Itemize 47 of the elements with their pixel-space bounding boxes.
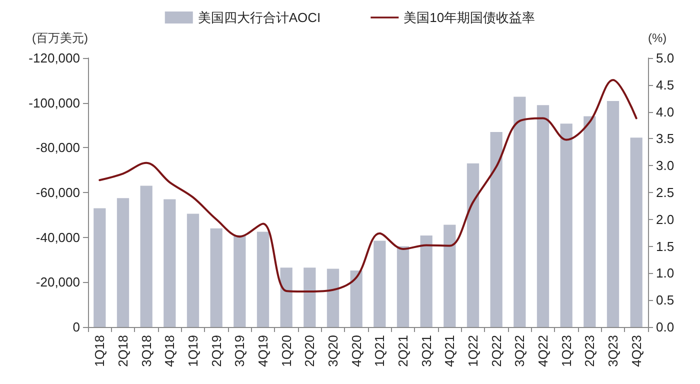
legend-label: 美国10年期国债收益率 xyxy=(404,10,536,25)
y-tick-label: -40,000 xyxy=(36,230,80,245)
y-tick-label: -20,000 xyxy=(36,274,80,290)
y-axis-title: (百万美元) xyxy=(32,31,88,45)
y2-tick-label: 5.0 xyxy=(656,50,674,66)
y2-tick-label: 2.0 xyxy=(656,212,674,227)
x-tick-label: 4Q22 xyxy=(536,335,550,367)
x-tick-label: 2Q18 xyxy=(116,335,130,367)
x-tick-label: 3Q19 xyxy=(232,335,248,367)
x-tick-label: 4Q19 xyxy=(256,335,270,367)
x-tick-label: 1Q18 xyxy=(92,335,108,367)
x-tick-label: 2Q20 xyxy=(302,335,318,367)
x-tick-label: 2Q21 xyxy=(396,335,410,367)
y2-tick-label: 0.5 xyxy=(656,292,674,308)
x-tick-label: 2Q22 xyxy=(488,335,504,367)
x-tick-label: 1Q21 xyxy=(372,335,388,367)
x-tick-label: 4Q18 xyxy=(162,335,178,367)
x-tick-label: 2Q19 xyxy=(208,335,224,367)
y2-tick-label: 3.5 xyxy=(656,131,674,146)
y-tick-label: -120,000 xyxy=(28,50,80,66)
x-tick-label: 3Q18 xyxy=(138,335,154,367)
x-tick-label: 1Q23 xyxy=(558,335,574,367)
x-tick-label: 4Q20 xyxy=(348,335,364,367)
y2-tick-label: 3.0 xyxy=(656,158,674,174)
y2-tick-label: 0.0 xyxy=(656,320,674,334)
x-tick-label: 1Q19 xyxy=(186,335,200,367)
x-tick-label: 3Q20 xyxy=(326,335,340,367)
y2-tick-label: 4.5 xyxy=(656,77,674,92)
x-tick-label: 3Q21 xyxy=(418,335,434,367)
y2-tick-label: 4.0 xyxy=(656,104,674,120)
x-tick-label: 2Q23 xyxy=(582,335,598,367)
y2-tick-label: 1.0 xyxy=(656,266,674,281)
x-tick-label: 4Q21 xyxy=(442,335,458,367)
y2-tick-label: 2.5 xyxy=(656,185,674,200)
x-tick-label: 3Q23 xyxy=(606,335,620,367)
x-tick-label: 3Q22 xyxy=(512,335,528,367)
x-tick-label: 1Q22 xyxy=(466,335,480,367)
y-tick-label: -100,000 xyxy=(28,95,80,110)
y-tick-label: -60,000 xyxy=(36,185,80,200)
y-tick-label: -80,000 xyxy=(36,140,80,156)
y2-axis-title: (%) xyxy=(648,31,667,45)
legend-label: 美国四大行合计AOCI xyxy=(198,10,321,25)
y-tick-label: 0 xyxy=(72,320,80,334)
line-series xyxy=(98,79,638,292)
x-tick-label: 1Q20 xyxy=(278,335,294,367)
x-tick-label: 4Q23 xyxy=(628,335,644,367)
y2-tick-label: 1.5 xyxy=(656,238,674,254)
